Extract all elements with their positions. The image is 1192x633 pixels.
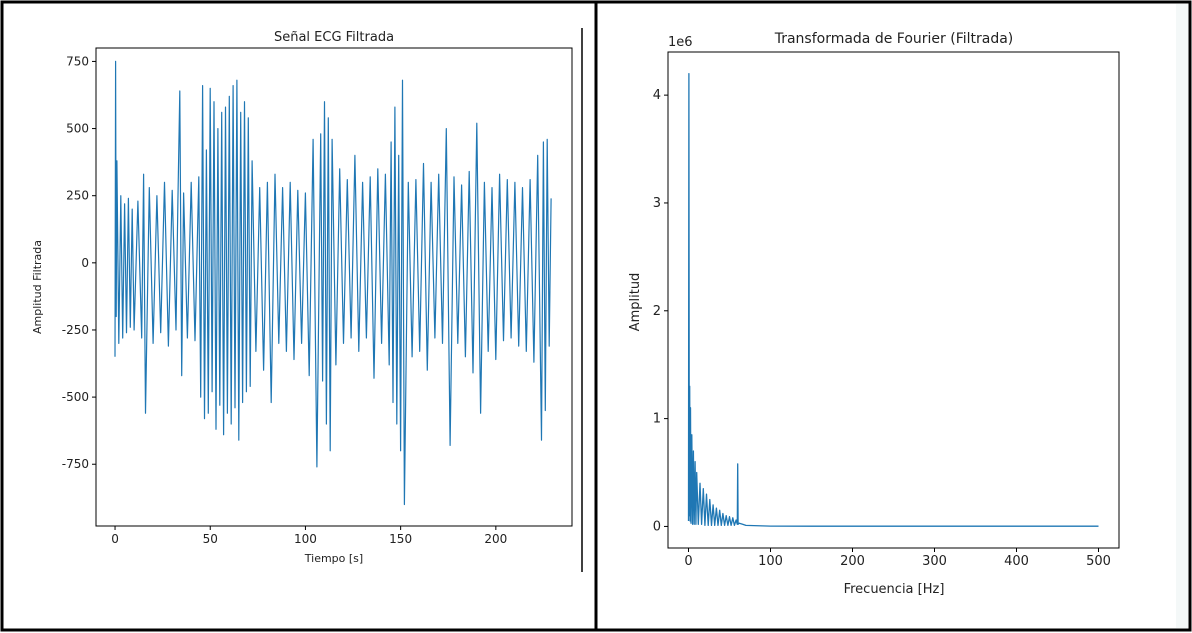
y-tick-label: 3 (653, 196, 661, 211)
y-axis-label: Amplitud (628, 273, 643, 332)
x-tick-label: 150 (389, 532, 412, 546)
x-tick-label: 100 (294, 532, 317, 546)
y-tick-label: -250 (62, 323, 89, 337)
y-tick-label: 0 (653, 519, 661, 534)
plot-frame (95, 47, 573, 527)
y-tick-label: 500 (66, 122, 89, 136)
y-tick-label: -750 (62, 457, 89, 471)
plot-frame (667, 51, 1120, 549)
y-tick-label: 0 (81, 256, 89, 270)
x-axis-label: Tiempo [s] (304, 552, 363, 565)
y-tick-label: 1 (653, 412, 661, 427)
right-edge-strip (1176, 4, 1188, 628)
series-line (114, 60, 552, 506)
y-tick-label: 2 (653, 304, 661, 319)
x-tick-label: 100 (758, 554, 783, 569)
y-tick-label: -500 (62, 390, 89, 404)
x-tick-label: 300 (922, 554, 947, 569)
x-tick-label: 200 (484, 532, 507, 546)
ecg-filtered-chart: Señal ECG Filtrada Tiempo [s] Amplitud F… (31, 30, 573, 565)
fourier-filtered-chart: Transformada de Fourier (Filtrada) 1e6 F… (628, 31, 1120, 597)
x-tick-label: 400 (1004, 554, 1029, 569)
x-axis-label: Frecuencia [Hz] (844, 582, 945, 597)
chart-title: Transformada de Fourier (Filtrada) (774, 31, 1014, 47)
chart-title: Señal ECG Filtrada (274, 30, 394, 45)
x-tick-label: 50 (203, 532, 218, 546)
y-tick-label: 4 (653, 88, 661, 103)
scale-label: 1e6 (668, 35, 693, 50)
y-tick-label: 750 (66, 54, 89, 68)
series-line (687, 72, 1099, 527)
y-tick-label: 250 (66, 189, 89, 203)
x-tick-label: 0 (684, 554, 692, 569)
x-tick-label: 0 (111, 532, 119, 546)
y-axis-label: Amplitud Filtrada (31, 240, 44, 334)
x-tick-label: 500 (1086, 554, 1111, 569)
x-tick-label: 200 (840, 554, 865, 569)
